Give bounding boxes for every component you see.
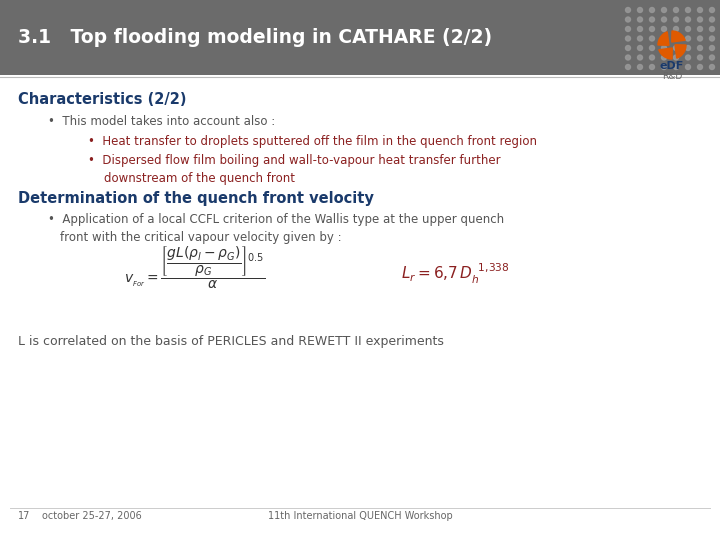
Circle shape — [637, 45, 642, 51]
Circle shape — [637, 8, 642, 12]
Text: 11th International QUENCH Workshop: 11th International QUENCH Workshop — [268, 511, 452, 521]
Circle shape — [649, 26, 654, 31]
Text: 17: 17 — [18, 511, 30, 521]
Text: •  Application of a local CCFL criterion of the Wallis type at the upper quench: • Application of a local CCFL criterion … — [48, 213, 504, 226]
Text: •  Dispersed flow film boiling and wall-to-vapour heat transfer further: • Dispersed flow film boiling and wall-t… — [88, 154, 500, 167]
Text: front with the critical vapour velocity given by :: front with the critical vapour velocity … — [60, 231, 341, 244]
Circle shape — [662, 55, 667, 60]
Circle shape — [709, 45, 714, 51]
Circle shape — [662, 17, 667, 22]
Text: •  Heat transfer to droplets sputtered off the film in the quench front region: • Heat transfer to droplets sputtered of… — [88, 135, 537, 148]
Text: Determination of the quench front velocity: Determination of the quench front veloci… — [18, 191, 374, 206]
Circle shape — [673, 55, 678, 60]
Circle shape — [662, 45, 667, 51]
Text: R&D: R&D — [662, 72, 682, 81]
Circle shape — [637, 64, 642, 70]
Circle shape — [709, 55, 714, 60]
Circle shape — [673, 45, 678, 51]
Circle shape — [698, 45, 703, 51]
Circle shape — [698, 17, 703, 22]
Circle shape — [709, 17, 714, 22]
Circle shape — [685, 45, 690, 51]
Circle shape — [626, 64, 631, 70]
Circle shape — [673, 8, 678, 12]
Circle shape — [698, 64, 703, 70]
Circle shape — [685, 26, 690, 31]
Circle shape — [685, 36, 690, 41]
Circle shape — [626, 55, 631, 60]
Circle shape — [637, 36, 642, 41]
Circle shape — [662, 36, 667, 41]
Polygon shape — [658, 32, 669, 45]
Circle shape — [626, 36, 631, 41]
Circle shape — [685, 55, 690, 60]
Text: L is correlated on the basis of PERICLES and REWETT II experiments: L is correlated on the basis of PERICLES… — [18, 335, 444, 348]
Circle shape — [709, 36, 714, 41]
Circle shape — [709, 64, 714, 70]
Text: eDF: eDF — [660, 61, 684, 71]
Circle shape — [662, 64, 667, 70]
Circle shape — [626, 26, 631, 31]
Polygon shape — [675, 45, 686, 58]
Circle shape — [649, 36, 654, 41]
Circle shape — [673, 36, 678, 41]
Circle shape — [698, 26, 703, 31]
Circle shape — [637, 17, 642, 22]
Text: Characteristics (2/2): Characteristics (2/2) — [18, 92, 186, 107]
Circle shape — [709, 8, 714, 12]
Circle shape — [649, 64, 654, 70]
Circle shape — [649, 45, 654, 51]
Text: $\mathit{L_r = 6{,}7\,D_h^{\ \,1{,}338}}$: $\mathit{L_r = 6{,}7\,D_h^{\ \,1{,}338}}… — [400, 262, 509, 286]
Text: $v_{_{For}} = \dfrac{\left[\dfrac{gL(\rho_l - \rho_G)}{\rho_G}\right]^{0.5}}{\al: $v_{_{For}} = \dfrac{\left[\dfrac{gL(\rh… — [125, 245, 266, 292]
Circle shape — [698, 36, 703, 41]
Circle shape — [673, 64, 678, 70]
Circle shape — [626, 17, 631, 22]
Text: •  This model takes into account also :: • This model takes into account also : — [48, 115, 275, 128]
Circle shape — [637, 55, 642, 60]
Circle shape — [649, 17, 654, 22]
Polygon shape — [659, 48, 672, 59]
Circle shape — [685, 17, 690, 22]
Circle shape — [662, 26, 667, 31]
Circle shape — [698, 8, 703, 12]
Text: 3.1   Top flooding modeling in CATHARE (2/2): 3.1 Top flooding modeling in CATHARE (2/… — [18, 28, 492, 47]
Circle shape — [685, 64, 690, 70]
Bar — [0, 0, 720, 75]
Circle shape — [649, 8, 654, 12]
Circle shape — [673, 26, 678, 31]
Circle shape — [673, 17, 678, 22]
Circle shape — [709, 26, 714, 31]
Circle shape — [637, 26, 642, 31]
Polygon shape — [672, 31, 685, 42]
Text: downstream of the quench front: downstream of the quench front — [104, 172, 295, 185]
Circle shape — [662, 8, 667, 12]
Circle shape — [698, 55, 703, 60]
Circle shape — [626, 45, 631, 51]
Circle shape — [626, 8, 631, 12]
Circle shape — [649, 55, 654, 60]
Circle shape — [685, 8, 690, 12]
Text: october 25-27, 2006: october 25-27, 2006 — [42, 511, 142, 521]
